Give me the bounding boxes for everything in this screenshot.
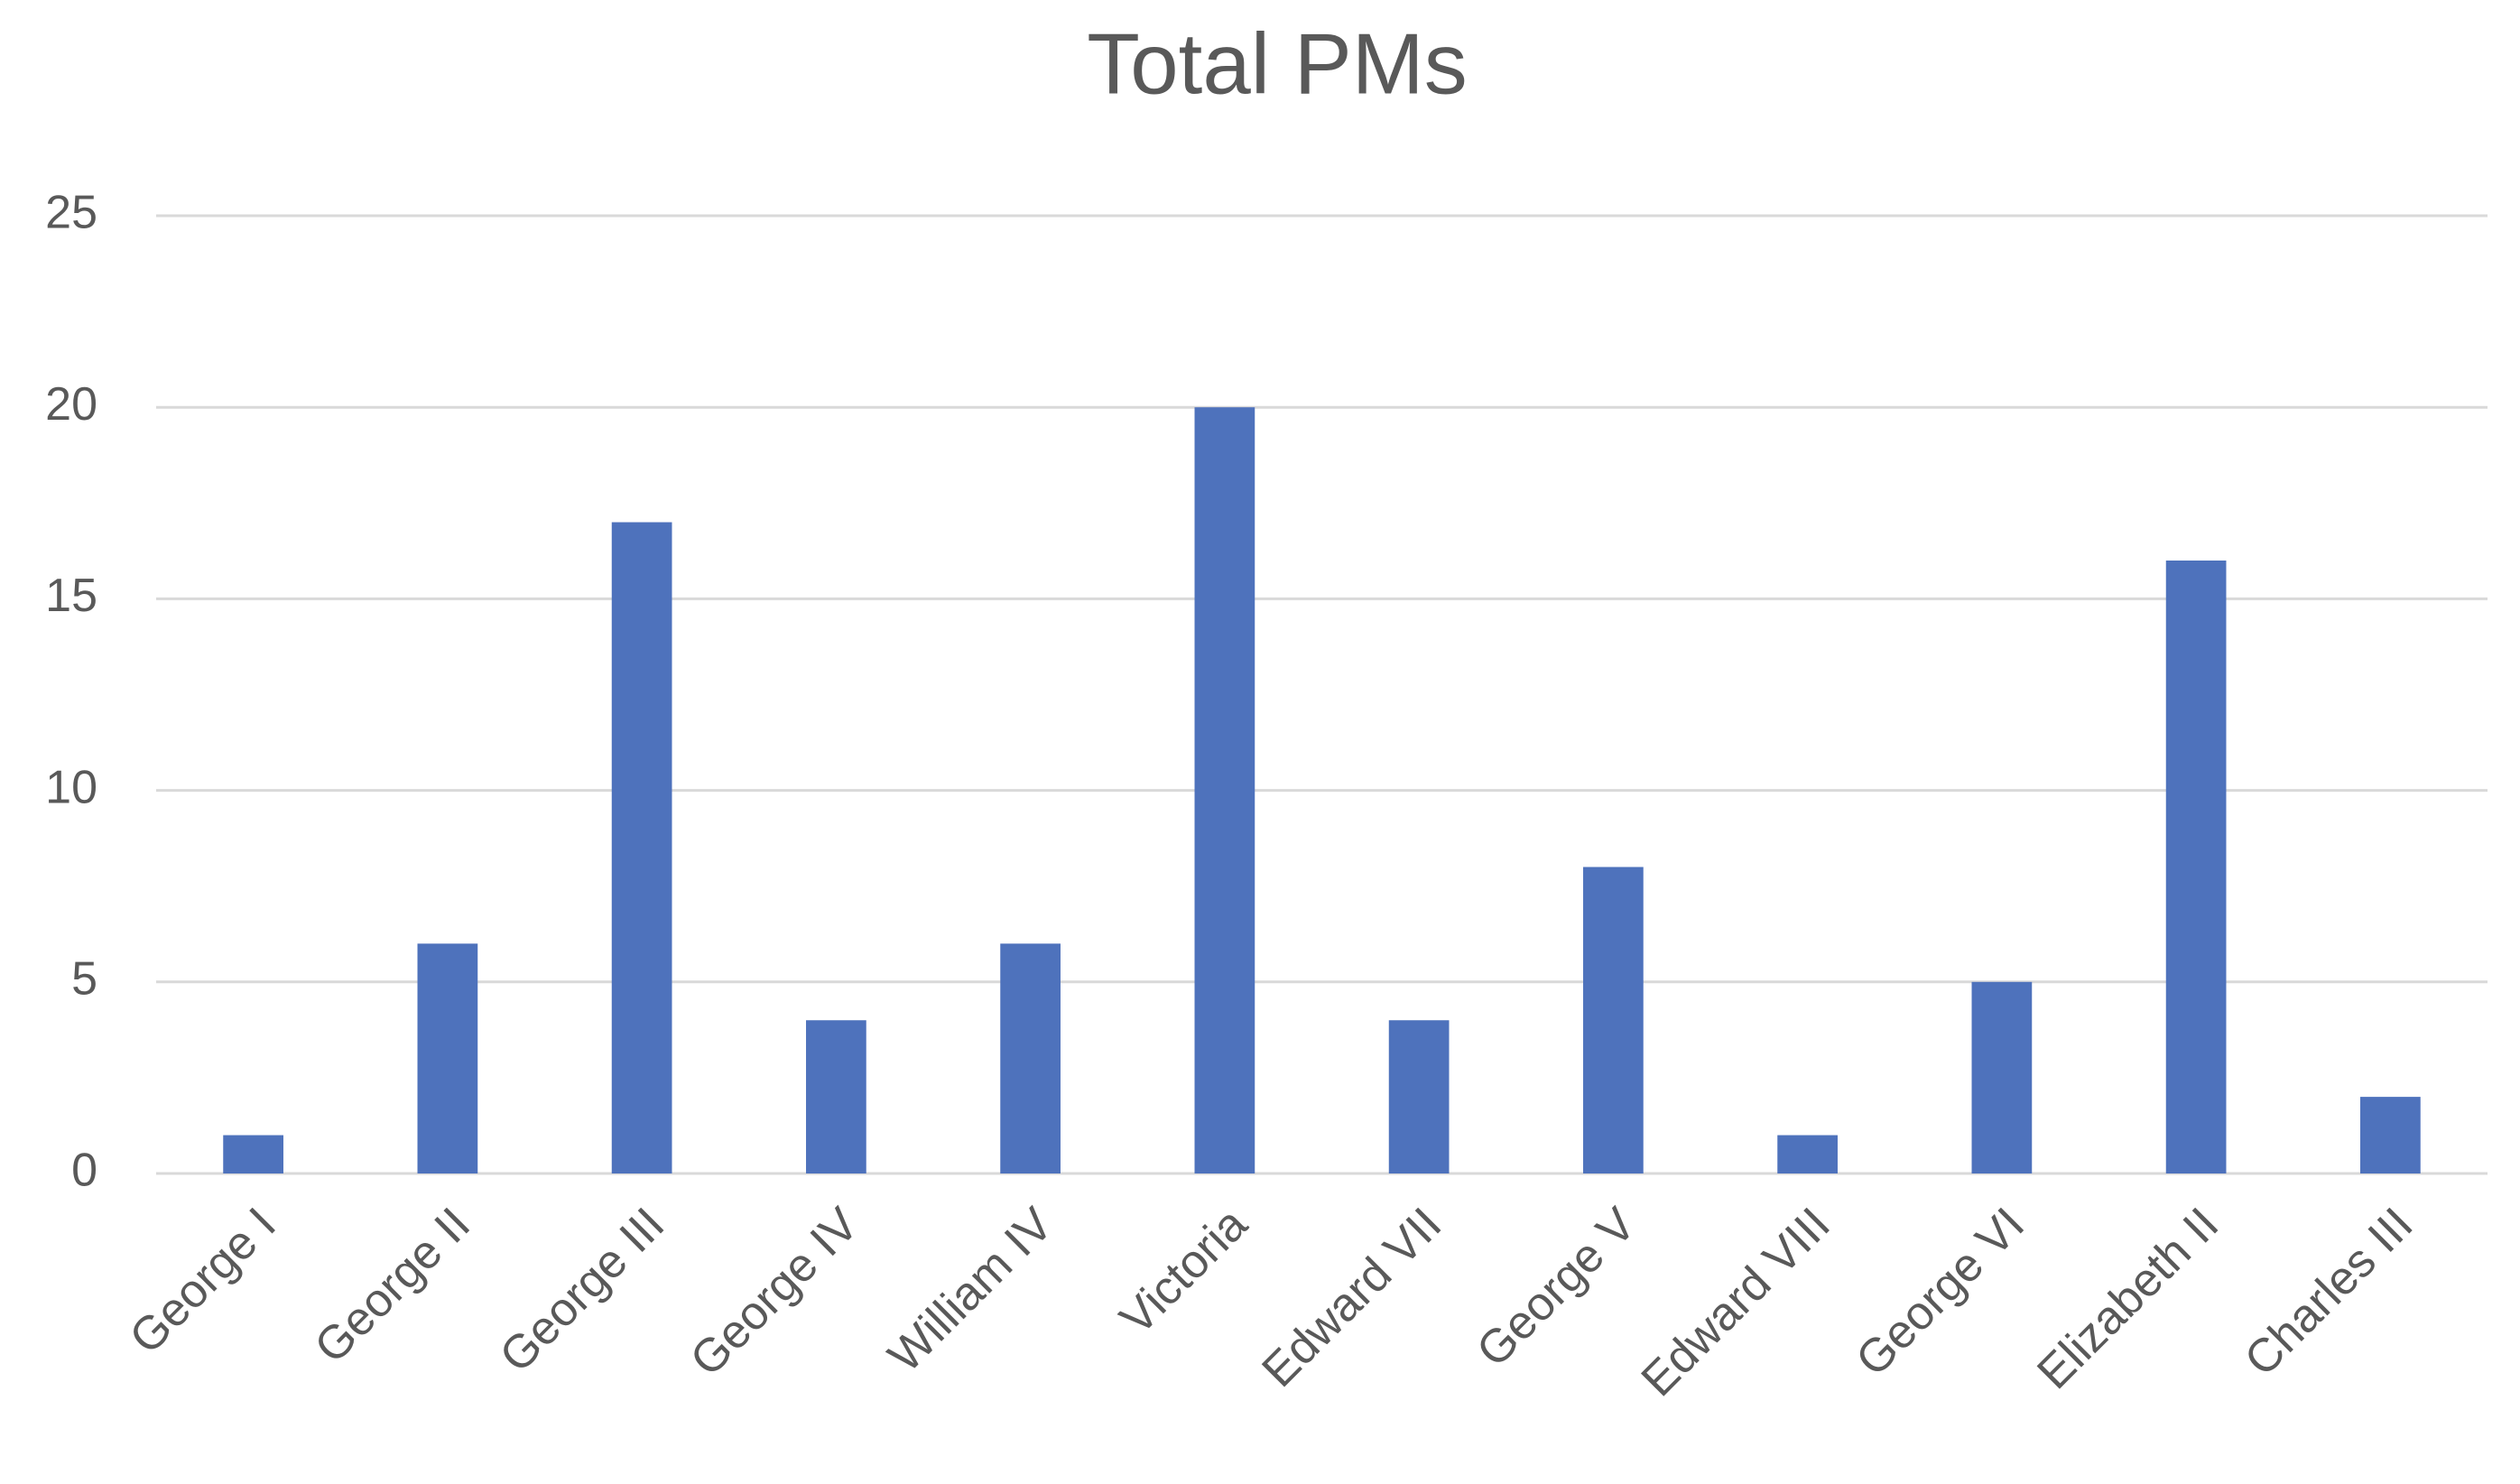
y-tick-label: 0 <box>71 1145 97 1197</box>
x-tick-label: Edward VIII <box>1632 1198 1840 1406</box>
bar <box>1583 867 1644 1173</box>
bar <box>806 1020 866 1173</box>
bar <box>2360 1097 2421 1173</box>
bar <box>1388 1020 1450 1173</box>
y-tick-label: 15 <box>45 570 97 622</box>
bar <box>611 522 672 1173</box>
x-tick-label: George III <box>490 1198 675 1383</box>
bar <box>1194 407 1255 1173</box>
bar <box>1971 981 2033 1173</box>
y-tick-label: 20 <box>45 378 97 431</box>
x-tick-label: Victoria <box>1110 1198 1257 1345</box>
x-tick-label: George VI <box>1846 1198 2034 1387</box>
x-tick-label: William IV <box>878 1198 1063 1383</box>
y-tick-label: 5 <box>71 953 97 1006</box>
y-tick-label: 25 <box>45 187 97 239</box>
bar <box>1777 1135 1838 1173</box>
x-tick-label: Edward VII <box>1252 1198 1451 1397</box>
x-tick-label: George V <box>1467 1198 1646 1377</box>
bar <box>223 1135 283 1173</box>
x-tick-label: Charles III <box>2235 1198 2423 1387</box>
chart-title: Total PMs <box>1087 15 1467 112</box>
x-tick-label: Elizabeth II <box>2027 1198 2228 1399</box>
x-tick-label: George IV <box>681 1198 869 1387</box>
bar <box>417 943 478 1173</box>
bar <box>1000 943 1061 1173</box>
x-tick-label: George II <box>305 1198 480 1373</box>
x-tick-label: George I <box>120 1198 286 1364</box>
bar <box>2165 560 2227 1173</box>
y-tick-label: 10 <box>45 761 97 813</box>
